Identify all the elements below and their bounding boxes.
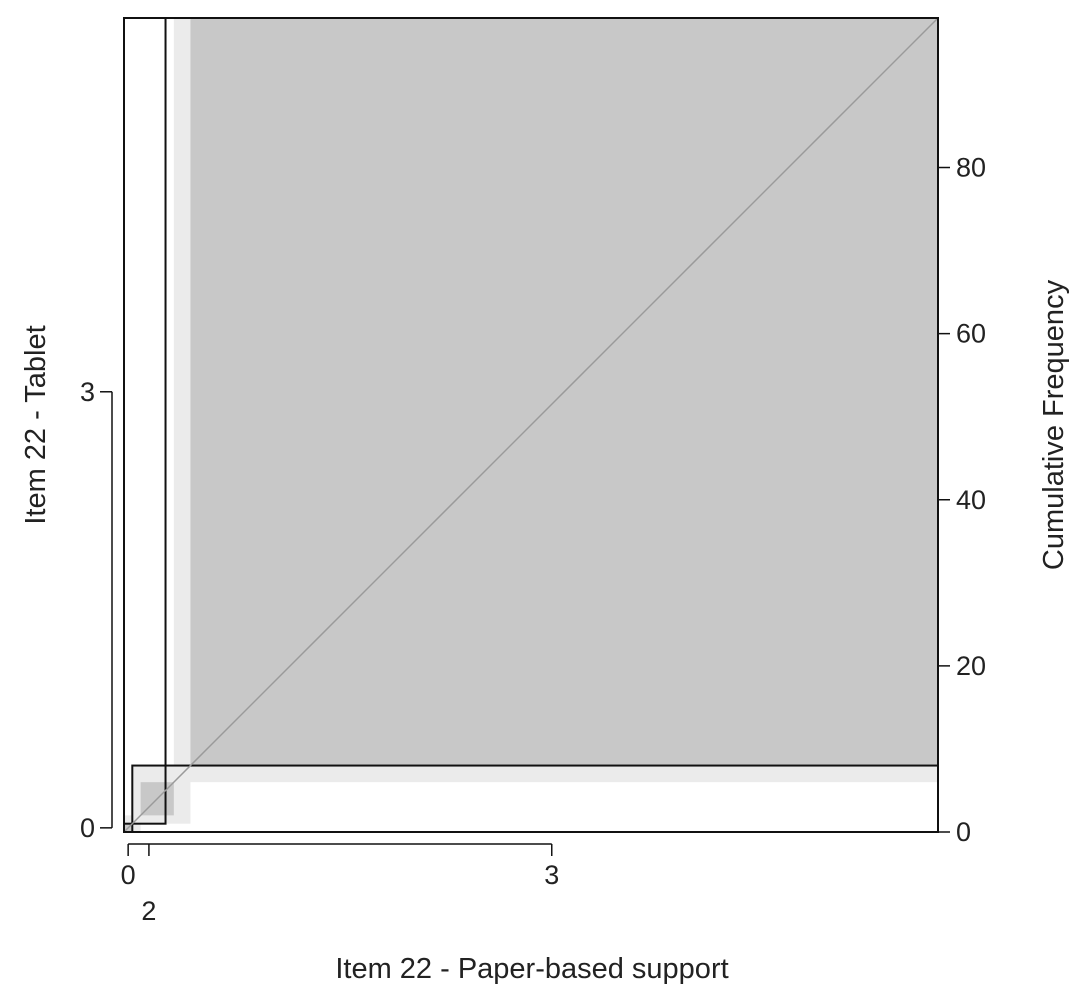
plot-area (123, 17, 939, 833)
diagonal-line (123, 17, 939, 833)
y-tick-label-3: 3 (80, 377, 95, 407)
marginal-rect-2 (131, 764, 167, 825)
y-axis-title: Item 22 - Tablet (20, 325, 52, 524)
y2-tick-label-0: 0 (956, 817, 971, 847)
y2-tick-label-20: 20 (956, 651, 986, 681)
x-tick-label-0: 0 (121, 860, 136, 890)
x-tick-label-2: 2 (141, 896, 156, 926)
y2-tick-label-60: 60 (956, 319, 986, 349)
y2-tick-label-40: 40 (956, 485, 986, 515)
y2-axis-title: Cumulative Frequency (1038, 279, 1070, 570)
y2-tick-label-80: 80 (956, 153, 986, 183)
y-tick-label-0: 0 (80, 813, 95, 843)
x-axis-title: Item 22 - Paper-based support (335, 953, 728, 984)
x-tick-label-3: 3 (544, 860, 559, 890)
